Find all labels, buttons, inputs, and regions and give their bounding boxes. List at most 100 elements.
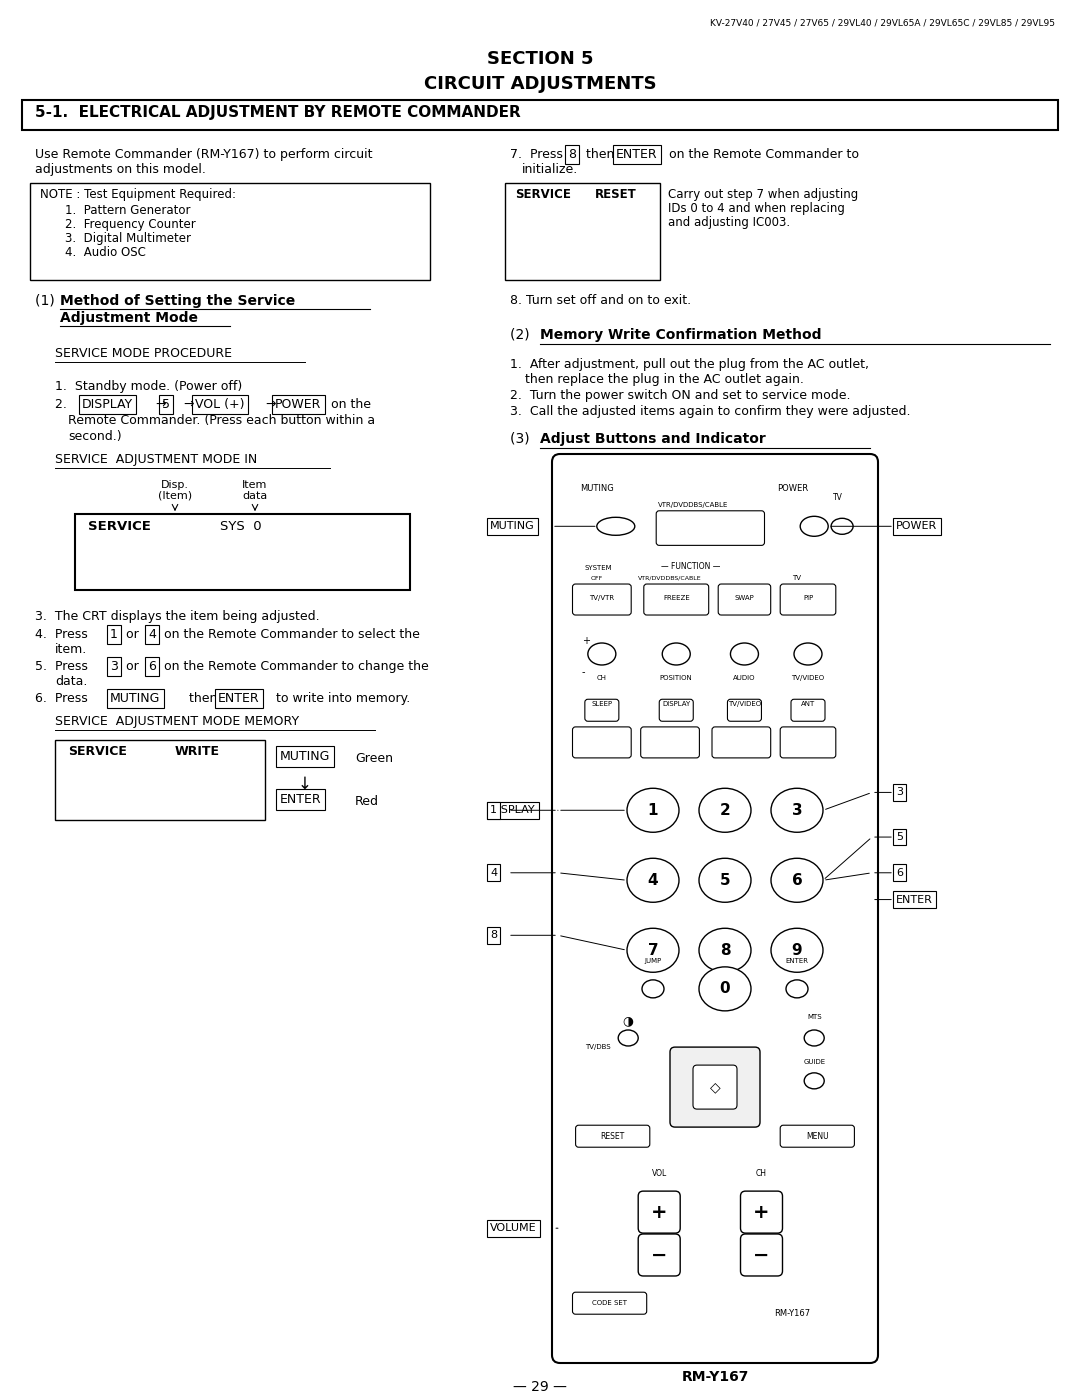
Text: FREEZE: FREEZE	[663, 595, 690, 601]
Text: ANT: ANT	[801, 701, 815, 707]
Ellipse shape	[794, 643, 822, 665]
Text: item.: item.	[55, 643, 87, 657]
Text: SWAP: SWAP	[734, 595, 754, 601]
FancyBboxPatch shape	[644, 584, 708, 615]
Text: 5: 5	[719, 873, 730, 887]
Text: PIP: PIP	[802, 595, 813, 601]
Text: SERVICE  ADJUSTMENT MODE MEMORY: SERVICE ADJUSTMENT MODE MEMORY	[55, 715, 299, 728]
Text: →: →	[183, 398, 193, 411]
Text: Carry out step 7 when adjusting: Carry out step 7 when adjusting	[669, 189, 859, 201]
Bar	[75, 514, 410, 590]
Ellipse shape	[618, 1030, 638, 1046]
FancyBboxPatch shape	[718, 584, 771, 615]
Ellipse shape	[597, 517, 635, 535]
FancyBboxPatch shape	[576, 1125, 650, 1147]
Text: Adjust Buttons and Indicator: Adjust Buttons and Indicator	[540, 432, 766, 446]
Text: 3: 3	[896, 788, 903, 798]
Text: TV/VIDEO: TV/VIDEO	[792, 675, 824, 680]
Text: 4: 4	[648, 873, 659, 887]
Text: ENTER: ENTER	[218, 692, 259, 705]
Text: (1): (1)	[35, 293, 59, 307]
Text: IDs 0 to 4 and when replacing: IDs 0 to 4 and when replacing	[669, 203, 845, 215]
Text: SECTION 5: SECTION 5	[487, 50, 593, 68]
Ellipse shape	[627, 928, 679, 972]
FancyBboxPatch shape	[791, 700, 825, 721]
Ellipse shape	[699, 967, 751, 1011]
FancyBboxPatch shape	[640, 726, 700, 759]
Text: CH: CH	[756, 1169, 767, 1178]
Ellipse shape	[662, 643, 690, 665]
FancyBboxPatch shape	[670, 1048, 760, 1127]
Text: KV-27V40 / 27V45 / 27V65 / 29VL40 / 29VL65A / 29VL65C / 29VL85 / 29VL95: KV-27V40 / 27V45 / 27V65 / 29VL40 / 29VL…	[710, 18, 1055, 27]
Text: 8: 8	[719, 943, 730, 958]
Ellipse shape	[699, 788, 751, 833]
Text: 6: 6	[792, 873, 802, 887]
Text: or: or	[122, 629, 143, 641]
Text: 5.  Press: 5. Press	[35, 659, 92, 673]
Text: and adjusting IC003.: and adjusting IC003.	[669, 217, 791, 229]
Ellipse shape	[805, 1073, 824, 1088]
Text: (Item): (Item)	[158, 490, 192, 502]
Text: DISPLAY: DISPLAY	[662, 701, 690, 707]
Text: 3.  Call the adjusted items again to confirm they were adjusted.: 3. Call the adjusted items again to conf…	[510, 405, 910, 418]
Text: TV/DBS: TV/DBS	[584, 1044, 610, 1051]
Text: Adjustment Mode: Adjustment Mode	[60, 312, 198, 326]
Text: RESET: RESET	[600, 1132, 625, 1141]
Text: second.): second.)	[68, 430, 122, 443]
Ellipse shape	[627, 858, 679, 902]
Text: 3.  Digital Multimeter: 3. Digital Multimeter	[65, 232, 191, 244]
Text: RM-Y167: RM-Y167	[774, 1309, 811, 1317]
Text: 6: 6	[148, 659, 156, 673]
Ellipse shape	[730, 643, 758, 665]
Bar	[505, 183, 660, 279]
Text: adjustments on this model.: adjustments on this model.	[35, 163, 206, 176]
Bar	[22, 101, 1058, 130]
Text: CODE SET: CODE SET	[592, 1301, 627, 1306]
Text: ENTER: ENTER	[785, 957, 809, 964]
Text: ENTER: ENTER	[896, 894, 933, 905]
Text: 6: 6	[896, 868, 903, 877]
FancyBboxPatch shape	[659, 700, 693, 721]
Text: +: +	[753, 1203, 770, 1221]
Text: on the: on the	[327, 398, 372, 411]
Text: MTS: MTS	[807, 1014, 822, 1020]
Ellipse shape	[771, 788, 823, 833]
Text: 8: 8	[568, 148, 576, 161]
Text: 4.  Press: 4. Press	[35, 629, 92, 641]
Text: RESET: RESET	[595, 189, 637, 201]
Text: — 29 —: — 29 —	[513, 1380, 567, 1394]
Text: on the Remote Commander to select the: on the Remote Commander to select the	[160, 629, 420, 641]
Text: 7: 7	[648, 943, 659, 958]
FancyBboxPatch shape	[741, 1234, 783, 1275]
Text: VTR/DVDDBS/CABLE: VTR/DVDDBS/CABLE	[637, 576, 701, 580]
FancyBboxPatch shape	[657, 511, 765, 545]
Text: NOTE : Test Equipment Required:: NOTE : Test Equipment Required:	[40, 189, 237, 201]
Text: MUTING: MUTING	[580, 485, 615, 493]
Text: TV/VTR: TV/VTR	[590, 595, 615, 601]
Text: Disp.: Disp.	[161, 481, 189, 490]
Ellipse shape	[771, 928, 823, 972]
Text: Item: Item	[242, 481, 268, 490]
Ellipse shape	[588, 643, 616, 665]
Text: data: data	[242, 490, 268, 502]
FancyBboxPatch shape	[728, 700, 761, 721]
Text: Method of Setting the Service: Method of Setting the Service	[60, 293, 295, 307]
Text: CIRCUIT ADJUSTMENTS: CIRCUIT ADJUSTMENTS	[423, 75, 657, 94]
Text: then replace the plug in the AC outlet again.: then replace the plug in the AC outlet a…	[525, 373, 804, 386]
Text: initialize.: initialize.	[522, 163, 578, 176]
Text: 3: 3	[792, 803, 802, 817]
Text: 2.  Turn the power switch ON and set to service mode.: 2. Turn the power switch ON and set to s…	[510, 388, 851, 402]
Text: MUTING: MUTING	[280, 750, 330, 763]
Text: 1.  After adjustment, pull out the plug from the AC outlet,: 1. After adjustment, pull out the plug f…	[510, 358, 869, 372]
Text: VOL: VOL	[651, 1169, 666, 1178]
Text: DISPLAY: DISPLAY	[82, 398, 133, 411]
Text: 2: 2	[719, 803, 730, 817]
Ellipse shape	[642, 979, 664, 997]
Text: or: or	[122, 659, 143, 673]
Text: POWER: POWER	[777, 485, 808, 493]
Text: Green: Green	[355, 752, 393, 766]
FancyBboxPatch shape	[585, 700, 619, 721]
Text: TV/VIDEO: TV/VIDEO	[728, 701, 761, 707]
FancyBboxPatch shape	[780, 726, 836, 759]
Text: ENTER: ENTER	[280, 793, 322, 806]
